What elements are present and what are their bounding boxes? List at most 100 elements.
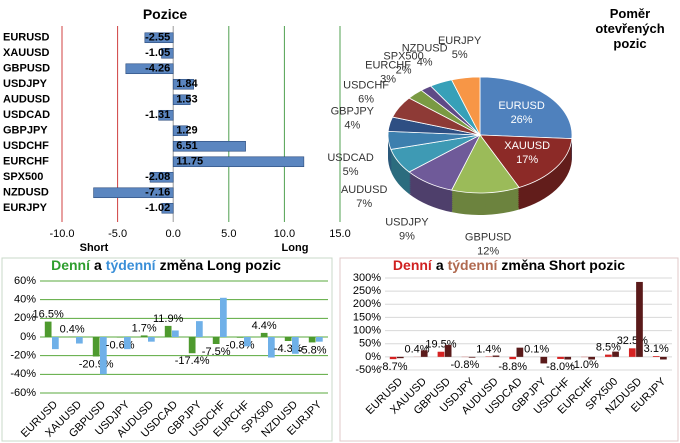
- bar: [588, 356, 595, 360]
- value-label: -20.9%: [79, 358, 114, 370]
- bar: [196, 321, 203, 337]
- title-part: Denní: [392, 257, 432, 273]
- bar: [172, 125, 188, 137]
- pie-label: NZDUSD: [402, 42, 448, 54]
- y-tick-label: 0%: [365, 351, 381, 363]
- pie-slice: [479, 76, 573, 140]
- bar: [236, 337, 244, 338]
- value-label: 19.5%: [425, 339, 456, 351]
- category-label: USDCAD: [3, 109, 50, 121]
- value-label: -1.02: [145, 202, 170, 214]
- bar: [557, 356, 564, 359]
- pie-label: EURJPY: [438, 35, 482, 47]
- value-label: 1.4%: [476, 343, 501, 355]
- bar: [172, 330, 179, 337]
- bar: [268, 337, 275, 358]
- x-tick-label: 10.0: [274, 228, 295, 240]
- pie-slice: [479, 134, 573, 188]
- value-label: -7.5%: [202, 346, 231, 358]
- value-label: -7.16: [145, 187, 170, 199]
- title-part: změna Long pozic: [159, 257, 281, 273]
- pie-label: EURUSD: [498, 100, 545, 112]
- bar: [124, 337, 131, 350]
- bar: [172, 78, 194, 90]
- pie-value: 4%: [344, 119, 360, 131]
- value-label: 1.53: [176, 94, 197, 106]
- y-tick-label: 50%: [359, 338, 381, 350]
- bar: [420, 350, 428, 357]
- x-tick-label: 5.0: [221, 228, 236, 240]
- value-label: 4.4%: [252, 320, 277, 332]
- pie-slice: [450, 76, 481, 136]
- bar: [100, 337, 107, 375]
- y-tick-label: -20%: [10, 350, 36, 362]
- pie-value: 9%: [399, 231, 415, 243]
- pie-value: 2%: [396, 65, 412, 77]
- title-part: Denní: [51, 257, 90, 273]
- bar: [161, 47, 174, 59]
- value-label: 1.84: [176, 78, 198, 90]
- y-tick-label: 250%: [353, 285, 381, 297]
- bar: [308, 337, 316, 343]
- frame: [339, 257, 679, 442]
- pie-label: USDJPY: [385, 217, 429, 229]
- value-label: -1.05: [145, 47, 170, 59]
- y-tick-label: -60%: [10, 387, 36, 399]
- x-tick-label: -5.0: [108, 228, 127, 240]
- value-label: -1.31: [145, 109, 170, 121]
- chart-title: Pozice: [142, 6, 188, 22]
- value-label: 11.9%: [153, 313, 184, 325]
- bar: [444, 345, 452, 357]
- x-tick-label: 0.0: [166, 228, 181, 240]
- value-label: -2.55: [145, 32, 170, 44]
- bar: [628, 348, 636, 357]
- value-label: 6.51: [176, 140, 197, 152]
- value-label: -1.0%: [570, 359, 599, 371]
- category-label: USDJPY: [3, 78, 48, 90]
- category-label: EURCHF: [3, 156, 49, 168]
- pie-slice: [450, 134, 520, 194]
- pie-label: GBPJPY: [331, 105, 375, 117]
- value-label: -17.4%: [175, 355, 210, 367]
- value-label: 0.1%: [524, 344, 549, 356]
- pie-value: 5%: [452, 49, 468, 61]
- category-label: AUDUSD: [3, 94, 50, 106]
- pie-label: SPX500: [383, 51, 423, 63]
- y-tick-label: -50%: [355, 364, 381, 376]
- title-part: týdenní: [105, 257, 156, 273]
- category-label: EURJPY: [3, 202, 48, 214]
- category-label: EURUSD: [3, 32, 50, 44]
- bar: [260, 332, 268, 337]
- bar: [652, 356, 660, 357]
- bar: [468, 356, 476, 358]
- pie-value: 26%: [511, 114, 533, 126]
- bar: [116, 337, 124, 338]
- title-part: týdenní: [447, 257, 498, 273]
- value-label: -8.0%: [546, 361, 575, 373]
- bar: [509, 356, 517, 360]
- bar: [389, 356, 397, 360]
- bar: [140, 335, 148, 337]
- value-label: 1.7%: [132, 322, 157, 334]
- bar: [212, 337, 220, 344]
- annotation: Short: [80, 242, 109, 254]
- category-label: USDCHF: [3, 140, 49, 152]
- bar: [316, 337, 323, 342]
- bar: [612, 351, 619, 357]
- pie-value: 6%: [358, 94, 374, 106]
- x-tick-label: -10.0: [49, 228, 74, 240]
- category-label: SPX500: [3, 171, 43, 183]
- category-label: NZDUSD: [3, 187, 49, 199]
- pie-label: USDCHF: [343, 80, 389, 92]
- y-tick-label: 0%: [20, 331, 36, 343]
- bar: [158, 109, 174, 121]
- bar: [172, 156, 305, 168]
- category-label: XAUUSD: [3, 47, 50, 59]
- bar: [284, 337, 292, 342]
- bar: [540, 356, 548, 364]
- y-tick-label: 300%: [353, 272, 381, 284]
- bar: [396, 356, 404, 359]
- chart-title: Denní a týdenní změna Long pozic: [0, 257, 332, 273]
